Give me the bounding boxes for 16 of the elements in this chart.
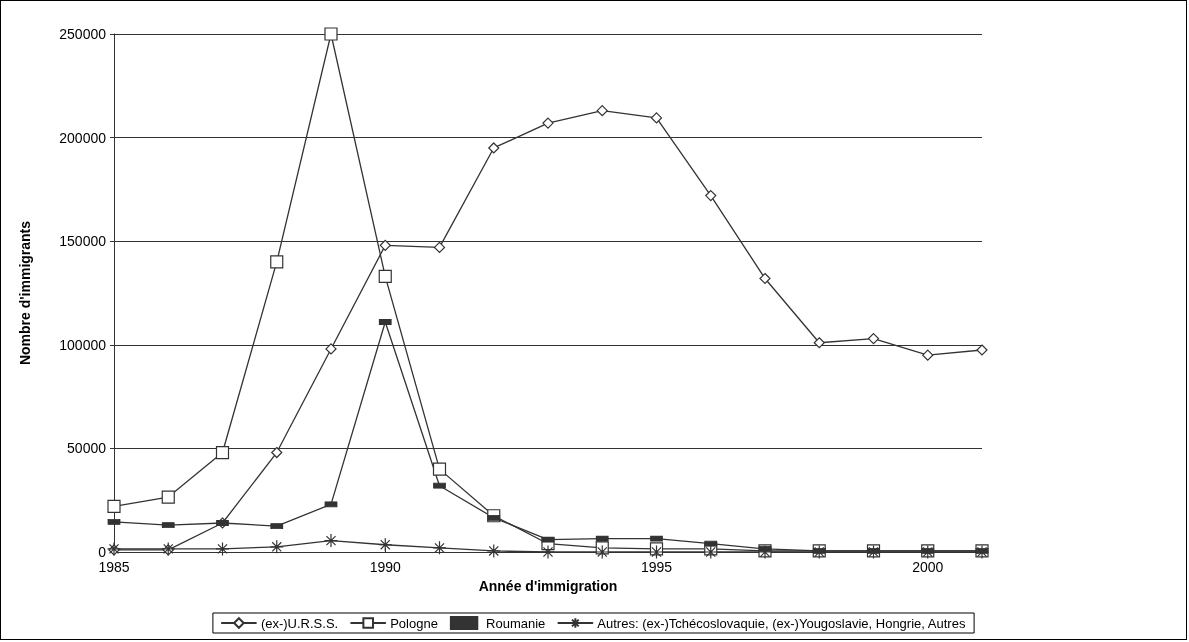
y-axis-title: Nombre d'immigrants	[17, 220, 33, 366]
y-tick-label: 250000	[59, 26, 107, 42]
legend-label: (ex-)U.R.S.S.	[260, 615, 339, 631]
x-axis-title: Année d'immigration	[478, 577, 618, 594]
legend-label: Autres: (ex-)Tchécoslovaquie, (ex-)Yougoslavie, Hongrie, Autres	[597, 615, 966, 631]
x-tick-label: 1990	[369, 559, 402, 575]
legend-label: Roumanie	[486, 615, 546, 631]
y-tick-label: 200000	[59, 129, 107, 146]
y-tick-label: 50000	[67, 440, 107, 457]
y-tick-label: 0	[98, 544, 107, 560]
y-tick-label: 150000	[59, 233, 107, 250]
y-tick-label: 100000	[59, 336, 107, 353]
x-tick-label: 1995	[640, 559, 673, 575]
x-tick-label: 2000	[912, 559, 944, 575]
x-tick-label: 1985	[98, 559, 130, 575]
legend-label: Pologne	[390, 615, 438, 631]
